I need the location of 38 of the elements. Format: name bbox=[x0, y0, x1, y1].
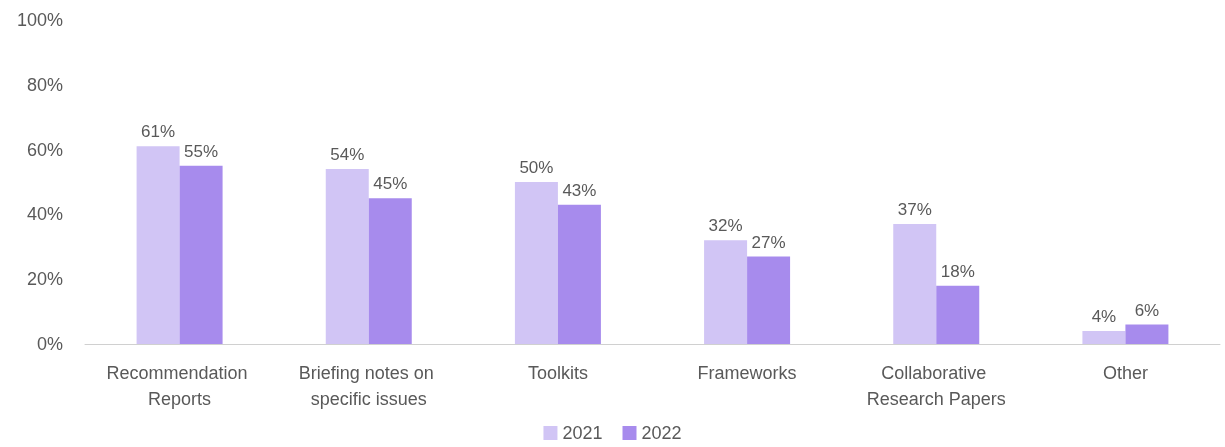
data-label: 55% bbox=[184, 141, 219, 161]
data-label: 27% bbox=[751, 232, 786, 252]
data-label: 6% bbox=[1134, 300, 1160, 320]
x-tick-label: Briefing notes on specific issues bbox=[298, 363, 439, 409]
bar bbox=[893, 224, 937, 344]
x-tick-label: Toolkits bbox=[527, 363, 588, 383]
legend-label: 2022 bbox=[641, 423, 682, 443]
x-tick-label: Collaborative Research Papers bbox=[866, 363, 1006, 409]
data-label: 32% bbox=[708, 216, 743, 236]
x-tick-label: Other bbox=[1102, 363, 1148, 383]
data-label: 43% bbox=[562, 180, 597, 200]
legend-label: 2021 bbox=[562, 423, 603, 443]
y-tick-label: 80% bbox=[26, 74, 63, 95]
y-tick-label: 100% bbox=[16, 10, 63, 30]
y-tick-label: 0% bbox=[36, 334, 63, 354]
data-label: 54% bbox=[330, 145, 365, 165]
data-label: 50% bbox=[519, 158, 554, 177]
bar bbox=[179, 165, 223, 344]
bar bbox=[936, 285, 980, 344]
bar bbox=[325, 169, 369, 344]
data-label: 18% bbox=[940, 261, 975, 281]
y-tick-label: 40% bbox=[26, 204, 63, 225]
bar bbox=[136, 146, 180, 344]
y-tick-label: 60% bbox=[26, 139, 63, 160]
bar bbox=[747, 256, 791, 344]
bar bbox=[704, 240, 748, 344]
data-label: 45% bbox=[373, 174, 408, 194]
bar bbox=[1082, 331, 1126, 344]
y-tick-label: 20% bbox=[26, 269, 63, 290]
x-tick-label: Recommendation Reports bbox=[106, 363, 253, 409]
data-label: 4% bbox=[1091, 307, 1117, 327]
data-label: 37% bbox=[897, 200, 932, 220]
bar bbox=[557, 204, 601, 344]
data-label: 61% bbox=[141, 122, 176, 142]
bar bbox=[514, 182, 558, 344]
bar bbox=[1125, 324, 1169, 344]
x-tick-label: Frameworks bbox=[697, 363, 797, 383]
bar bbox=[368, 198, 412, 344]
